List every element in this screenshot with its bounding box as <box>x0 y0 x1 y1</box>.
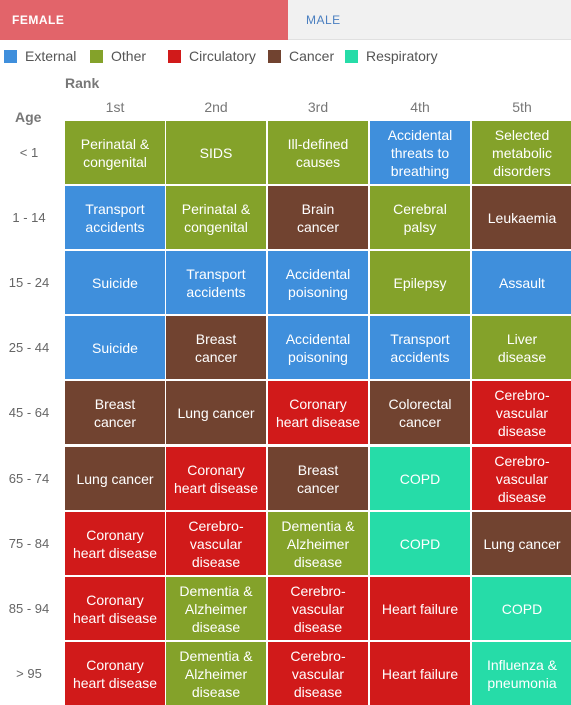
cause-cell: Transport accidents <box>370 316 470 379</box>
cause-cell: Coronary heart disease <box>65 642 165 705</box>
cause-cell: Influenza & pneumonia <box>472 642 571 705</box>
legend: External Other Circulatory Cancer Respirator… <box>0 48 571 66</box>
cause-cell: Dementia & Alzheimer disease <box>166 577 266 640</box>
age-row-label: 45 - 64 <box>8 404 50 420</box>
legend-swatch <box>168 49 181 63</box>
cause-cell: Cerebral palsy <box>370 186 470 249</box>
cause-cell: Coronary heart disease <box>268 381 368 444</box>
cause-cell: COPD <box>370 447 470 510</box>
cause-cell: Coronary heart disease <box>166 447 266 510</box>
cause-cell: Liver disease <box>472 316 571 379</box>
rank-column-header: 5th <box>512 99 532 115</box>
cause-cell: Cerebro- vascular disease <box>472 381 571 444</box>
age-row-label: 75 - 84 <box>8 535 50 551</box>
legend-label: Circulatory <box>189 48 256 64</box>
age-row-label: 25 - 44 <box>8 339 50 355</box>
rank-column-header: 2nd <box>204 99 228 115</box>
cause-cell: Cerebro- vascular disease <box>268 577 368 640</box>
cause-cell: Lung cancer <box>472 512 571 575</box>
rank-axis-label: Rank <box>65 75 100 91</box>
tab-female[interactable]: FEMALE <box>0 0 288 40</box>
age-axis-label: Age <box>15 109 42 125</box>
cause-cell: COPD <box>472 577 571 640</box>
legend-item-other: Other <box>90 48 146 64</box>
legend-item-cancer: Cancer <box>268 48 334 64</box>
cause-cell: Breast cancer <box>268 447 368 510</box>
legend-swatch <box>345 49 358 63</box>
cause-cell: SIDS <box>166 121 266 184</box>
cause-cell: Coronary heart disease <box>65 577 165 640</box>
legend-item-circulatory: Circulatory <box>168 48 256 64</box>
cause-cell: Cerebro- vascular disease <box>268 642 368 705</box>
cause-cell: Cerebro- vascular disease <box>472 447 571 510</box>
rank-column-header: 4th <box>410 99 430 115</box>
cause-cell: Dementia & Alzheimer disease <box>268 512 368 575</box>
legend-item-external: External <box>4 48 76 64</box>
cause-cell: COPD <box>370 512 470 575</box>
legend-label: Cancer <box>289 48 335 64</box>
cause-cell: Lung cancer <box>65 447 165 510</box>
age-row-label: 15 - 24 <box>8 274 50 290</box>
cause-cell: Transport accidents <box>65 186 165 249</box>
cause-cell: Perinatal & congenital <box>166 186 266 249</box>
cause-cell: Dementia & Alzheimer disease <box>166 642 266 705</box>
cause-cell: Perinatal & congenital <box>65 121 165 184</box>
cause-cell: Accidental threats to breathing <box>370 121 470 184</box>
legend-label: External <box>25 48 77 64</box>
rank-column-header: 1st <box>105 99 125 115</box>
age-row-label: < 1 <box>19 144 39 160</box>
age-row-label: 65 - 74 <box>8 470 50 486</box>
cause-cell: Brain cancer <box>268 186 368 249</box>
cause-cell: Breast cancer <box>65 381 165 444</box>
cause-cell: Cerebro- vascular disease <box>166 512 266 575</box>
age-row-label: > 95 <box>16 665 42 681</box>
legend-swatch <box>90 49 103 63</box>
tab-male[interactable]: MALE <box>288 0 571 40</box>
cause-cell: Transport accidents <box>166 251 266 314</box>
cause-cell: Colorectal cancer <box>370 381 470 444</box>
cause-cell: Leukaemia <box>472 186 571 249</box>
legend-item-respiratory: Respiratory <box>345 48 438 64</box>
cause-cell: Heart failure <box>370 642 470 705</box>
cause-cell: Assault <box>472 251 571 314</box>
cause-cell: Lung cancer <box>166 381 266 444</box>
gender-tabs: FEMALE MALE <box>0 0 571 40</box>
cause-cell: Suicide <box>65 251 165 314</box>
cause-cell: Accidental poisoning <box>268 251 368 314</box>
cause-cell: Coronary heart disease <box>65 512 165 575</box>
rank-column-header: 3rd <box>307 99 329 115</box>
cause-cell: Accidental poisoning <box>268 316 368 379</box>
legend-swatch <box>4 49 17 63</box>
cause-cell: Epilepsy <box>370 251 470 314</box>
legend-swatch <box>268 49 281 63</box>
cause-cell: Breast cancer <box>166 316 266 379</box>
cause-cell: Selected metabolic disorders <box>472 121 571 184</box>
age-row-label: 85 - 94 <box>8 600 50 616</box>
legend-label: Respiratory <box>366 48 438 64</box>
cause-cell: Heart failure <box>370 577 470 640</box>
cause-cell: Ill-defined causes <box>268 121 368 184</box>
cause-cell: Suicide <box>65 316 165 379</box>
age-row-label: 1 - 14 <box>12 209 46 225</box>
legend-label: Other <box>111 48 147 64</box>
